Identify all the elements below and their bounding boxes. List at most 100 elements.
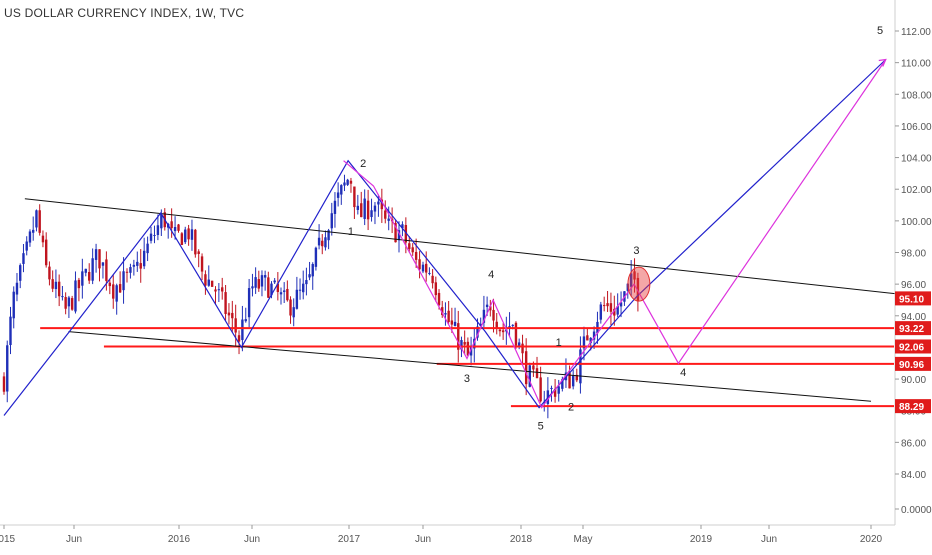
candle xyxy=(19,263,22,289)
candle-body xyxy=(286,288,289,301)
candle-body xyxy=(629,273,633,287)
candle xyxy=(609,292,613,326)
candle xyxy=(380,188,384,223)
candle xyxy=(244,307,247,323)
candle xyxy=(247,278,251,328)
wave-label: 2 xyxy=(568,402,574,414)
candle xyxy=(6,340,9,403)
price-tick-label: 96.00 xyxy=(901,280,926,291)
wave-lines xyxy=(3,58,887,416)
candle-body xyxy=(349,180,353,184)
candle xyxy=(457,310,460,363)
price-tick-label: 100.00 xyxy=(901,217,932,228)
candle xyxy=(298,278,302,300)
candle xyxy=(279,287,283,305)
candle xyxy=(231,300,234,333)
candle-body xyxy=(404,224,408,243)
candle-body xyxy=(74,280,77,312)
time-tick-label: May xyxy=(574,534,593,545)
candle xyxy=(353,186,356,219)
candle-body xyxy=(214,289,217,292)
candle-body xyxy=(263,275,267,278)
candle xyxy=(579,336,582,394)
candle-body xyxy=(204,274,207,286)
candle xyxy=(414,238,418,268)
candle xyxy=(41,230,45,248)
projection-arrow-head xyxy=(878,58,887,67)
price-axis[interactable]: 112.00 110.00 108.00 106.00 104.00 102.00 100.… xyxy=(894,0,932,525)
candle xyxy=(84,268,87,277)
candle xyxy=(91,248,94,285)
candle xyxy=(343,174,346,192)
candle-body xyxy=(237,335,241,342)
candle-body xyxy=(411,247,414,253)
price-tick-label: 112.00 xyxy=(901,27,931,38)
candle xyxy=(251,273,254,297)
candle xyxy=(273,278,276,284)
candle xyxy=(149,226,153,244)
candle-body xyxy=(321,240,324,247)
time-tick-label: Jun xyxy=(66,534,82,545)
candle xyxy=(336,182,340,207)
time-tick-label: Jun xyxy=(415,534,431,545)
candle xyxy=(282,282,286,303)
price-tick-label: 108.00 xyxy=(901,90,932,101)
candle-body xyxy=(244,319,247,322)
candle xyxy=(553,379,557,403)
candle xyxy=(25,236,28,256)
candle-body xyxy=(366,200,370,220)
candle-body xyxy=(118,284,122,293)
candle-body xyxy=(425,263,428,273)
candle-body xyxy=(221,287,224,292)
candle xyxy=(586,328,589,341)
candle-body xyxy=(170,221,173,229)
candle xyxy=(557,379,560,402)
candle xyxy=(139,249,142,283)
candle xyxy=(54,269,58,299)
candle-body xyxy=(437,292,441,306)
candle-body xyxy=(333,200,337,214)
candle-body xyxy=(501,330,505,333)
candle xyxy=(88,263,91,284)
candle xyxy=(356,194,360,215)
candle-body xyxy=(70,298,74,310)
price-tick-label: 106.00 xyxy=(901,122,932,133)
candle-body xyxy=(15,282,19,295)
candle-body xyxy=(489,306,492,311)
candle xyxy=(421,261,425,274)
candle-body xyxy=(421,264,425,272)
candle xyxy=(177,223,180,233)
price-tick-label: 98.00 xyxy=(901,249,926,260)
time-tick-label: 2018 xyxy=(510,534,533,545)
candle-body xyxy=(568,372,571,389)
candle-body xyxy=(553,388,557,397)
candle xyxy=(360,191,363,218)
support-price-badge-label: 88.29 xyxy=(899,402,924,413)
candle xyxy=(115,283,118,315)
candle xyxy=(187,224,190,246)
candle-body xyxy=(132,264,136,267)
candle-body xyxy=(276,283,280,293)
candle-body xyxy=(485,304,489,308)
candle xyxy=(463,330,466,355)
candle-body xyxy=(64,297,67,309)
candle-body xyxy=(401,224,404,229)
channel-lines xyxy=(24,198,895,402)
candle-body xyxy=(414,251,418,260)
candle-body xyxy=(305,280,308,285)
wave-label: 5 xyxy=(538,421,544,433)
support-price-badge xyxy=(895,356,931,371)
wave-labels: 1 2 3 4 5 1 2 3 4 5 xyxy=(348,25,883,433)
candle-body xyxy=(508,326,511,328)
candle-body xyxy=(122,271,125,291)
candle xyxy=(70,295,74,311)
time-axis[interactable]: 2015 Jun 2016 Jun 2017 Jun 2018 May 2019 Jun 2020 xyxy=(0,524,895,545)
candle xyxy=(180,232,184,246)
candle-body xyxy=(2,376,6,392)
candle-body xyxy=(77,279,81,289)
support-price-badge-label: 90.96 xyxy=(899,360,924,371)
candle xyxy=(61,286,64,301)
candle xyxy=(508,312,511,337)
candle-body xyxy=(112,284,115,299)
